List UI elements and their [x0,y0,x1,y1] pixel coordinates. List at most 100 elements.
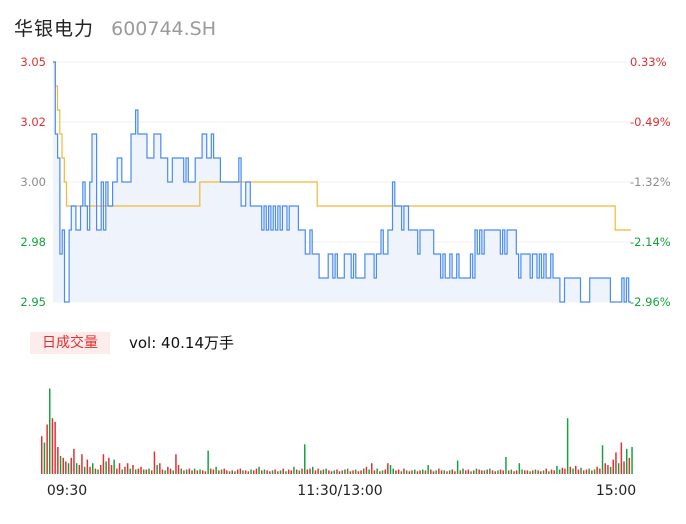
volume-bar [333,470,335,474]
volume-bar [489,468,491,474]
volume-bar [446,471,448,474]
volume-bar [564,468,566,474]
volume-bar [105,461,107,474]
volume-bar [462,468,464,474]
volume-bar [384,469,386,474]
volume-bar [604,463,606,474]
volume-bar [419,470,421,474]
volume-bar [49,388,51,474]
volume-bar [580,467,582,474]
volume-bar [513,471,515,474]
volume-bar [124,466,126,474]
volume-bar [400,471,403,474]
volume-bar [392,468,394,474]
volume-bar [473,470,475,474]
y-tick-left: 3.00 [20,175,46,189]
volume-bar [121,469,123,474]
volume-bar [507,470,510,474]
volume-bar [196,470,199,474]
volume-bar [481,470,483,474]
volume-prefix: vol: [129,334,162,352]
volume-bar [470,471,472,474]
y-tick-right: -2.14% [630,235,671,249]
volume-bar [277,471,279,474]
x-axis: 09:30 11:30/13:00 15:00 [47,483,636,499]
volume-bar [161,469,164,474]
volume-bar [132,465,134,474]
volume-tag[interactable]: 日成交量 [30,332,110,354]
volume-bar [110,465,113,474]
volume-bar [376,468,378,474]
volume-bar [486,469,488,474]
volume-bar [607,465,609,474]
volume-bar [46,424,48,474]
volume-bar [395,470,397,474]
volume-bar [354,469,357,474]
volume-bar [282,468,284,474]
volume-bar [191,470,193,474]
price-line [53,61,631,303]
volume-bar [92,463,94,474]
volume-bar [577,469,580,474]
volume-bar [75,463,78,474]
avg-price-line [53,61,631,231]
volume-bar [86,459,89,474]
volume-bar [583,470,585,474]
volume-bar [448,470,451,474]
volume-bar [145,469,148,474]
volume-bar [304,444,306,474]
volume-bar [57,447,59,474]
volume-bar [94,468,97,474]
volume-bar [529,471,531,474]
volume-bar [510,469,513,474]
volume-bar [408,471,411,474]
volume-bar [116,468,118,474]
volume-bar [566,418,569,474]
volume-bar [424,470,427,474]
volume-bar [258,466,260,474]
volume-bar [153,451,156,474]
volume-bar [175,454,177,474]
volume-bar [628,457,631,474]
volume-bar [518,463,521,474]
volume-bar [330,471,333,474]
volume-bar [234,471,236,474]
volume-bar [231,470,233,474]
y-tick-right: -2.96% [630,295,671,309]
volume-bar [279,470,282,474]
volume-bar [309,468,311,474]
volume-bar [180,468,182,474]
volume-bar [352,470,354,474]
volume-bar [244,470,247,474]
volume-bar [228,471,231,474]
volume-bar [515,470,518,474]
volume-bar [54,421,56,474]
volume-bar [295,469,298,474]
volume-bar [357,471,360,474]
volume-bar [266,470,268,474]
volume-bar [524,470,526,474]
volume-bar [572,468,574,474]
price-area [53,62,631,302]
volume-bar [553,470,555,474]
volume-bar [371,463,373,474]
volume-bar [151,470,153,474]
volume-bar [210,468,212,474]
volume-bar [368,469,370,474]
volume-bar [81,454,83,474]
volume-bar [183,470,185,474]
volume-bar [242,470,244,474]
volume-bar [100,465,102,474]
volume-bar [556,465,558,474]
x-tick-label: 11:30/13:00 [297,483,382,499]
volume-bar [199,469,201,474]
volume-bar [526,470,529,474]
volume-bar [156,465,158,474]
volume-bar [438,468,440,474]
volume-bar [381,470,384,474]
volume-bar [497,470,499,474]
volume-bar [467,469,470,474]
volume-bar [561,467,564,474]
volume-bar [620,442,623,474]
